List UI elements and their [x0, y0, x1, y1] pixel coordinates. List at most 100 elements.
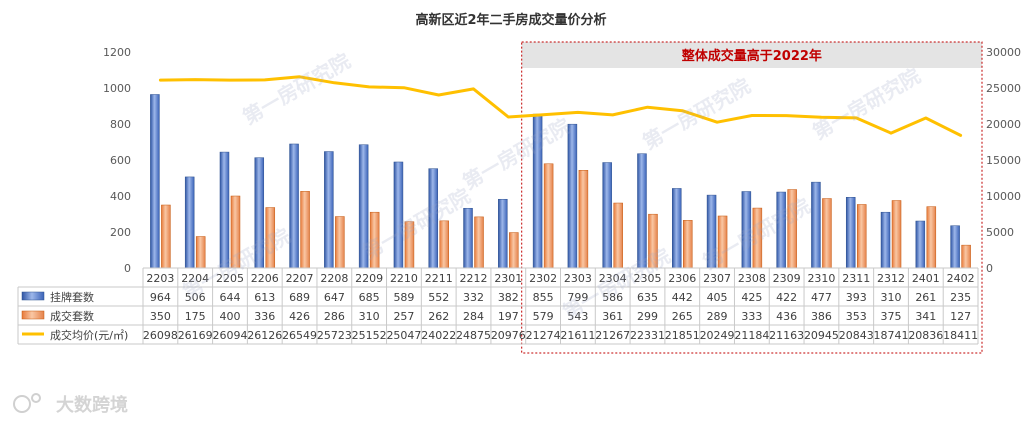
bar-listed-2306 — [672, 188, 682, 269]
bar-listed-2203 — [150, 94, 160, 269]
cell-2-2205: 26094 — [212, 329, 247, 342]
legend-key-1 — [21, 310, 45, 320]
cell-0-2309: 422 — [776, 291, 797, 304]
price-line — [158, 75, 963, 137]
bar-sold-2301 — [509, 232, 519, 269]
cell-2-2209: 25152 — [352, 329, 387, 342]
x-tick-2401: 2401 — [912, 272, 940, 285]
bar-sold-2303 — [578, 170, 589, 269]
cell-1-2210: 257 — [393, 310, 414, 323]
bar-listed-2303 — [567, 123, 578, 269]
x-tick-2304: 2304 — [599, 272, 627, 285]
cell-0-2304: 586 — [602, 291, 623, 304]
annotation-group: 整体成交量高于2022年 — [521, 41, 983, 354]
y-left-tick-800: 800 — [110, 118, 131, 131]
cell-0-2301: 382 — [498, 291, 519, 304]
cell-1-2301: 197 — [498, 310, 519, 323]
legend-label-0: 挂牌套数 — [50, 290, 94, 304]
cell-2-2308: 21184 — [734, 329, 769, 342]
cell-2-2301: 20976 — [491, 329, 526, 342]
cell-0-2310: 477 — [811, 291, 832, 304]
cell-0-2401: 261 — [915, 291, 936, 304]
legend-label-2: 成交均价(元/㎡) — [50, 328, 128, 342]
x-tick-2208: 2208 — [320, 272, 348, 285]
bar-sold-2211 — [439, 220, 449, 269]
x-tick-2204: 2204 — [181, 272, 209, 285]
bar-listed-2305 — [637, 153, 647, 269]
watermark-1: 第一房研究院 — [459, 114, 575, 195]
chart-title: 高新区近2年二手房成交量价分析 — [415, 12, 606, 28]
brand-icon — [13, 395, 31, 413]
x-tick-2301: 2301 — [494, 272, 522, 285]
cell-0-2205: 644 — [219, 291, 240, 304]
bar-listed-2312 — [880, 211, 891, 269]
cell-1-2207: 426 — [289, 310, 310, 323]
cell-0-2212: 332 — [463, 291, 484, 304]
legend-label-1: 成交套数 — [50, 309, 94, 323]
cell-0-2302: 855 — [533, 291, 554, 304]
cell-1-2402: 127 — [950, 310, 971, 323]
cell-0-2209: 685 — [359, 291, 380, 304]
bar-listed-2207 — [289, 143, 299, 269]
cell-1-2304: 361 — [602, 310, 623, 323]
cell-2-2210: 25047 — [386, 329, 421, 342]
x-tick-2303: 2303 — [564, 272, 592, 285]
brand-logo: 大数跨境 — [13, 393, 128, 416]
bar-listed-2310 — [811, 181, 821, 269]
cell-1-2203: 350 — [150, 310, 171, 323]
cell-2-2307: 20249 — [700, 329, 735, 342]
x-tick-2207: 2207 — [286, 272, 314, 285]
cell-1-2312: 375 — [881, 310, 902, 323]
y-left-tick-1200: 1200 — [103, 46, 131, 59]
y-right-tick-20000: 20000 — [986, 118, 1021, 131]
y-right-tick-15000: 15000 — [986, 154, 1021, 167]
line-group — [158, 75, 963, 137]
cell-1-2307: 289 — [707, 310, 728, 323]
y-right-tick-5000: 5000 — [986, 226, 1014, 239]
x-tick-2312: 2312 — [877, 272, 905, 285]
x-tick-2310: 2310 — [807, 272, 835, 285]
annotation-label: 整体成交量高于2022年 — [681, 48, 822, 64]
bar-sold-2311 — [856, 204, 867, 269]
bar-listed-2205 — [219, 151, 230, 269]
cell-0-2307: 405 — [707, 291, 728, 304]
x-tick-2305: 2305 — [633, 272, 661, 285]
cell-0-2303: 799 — [567, 291, 588, 304]
cell-1-2306: 265 — [672, 310, 693, 323]
cell-0-2211: 552 — [428, 291, 449, 304]
bar-listed-2402 — [950, 225, 960, 269]
brand-text: 大数跨境 — [56, 394, 128, 416]
cell-2-2401: 20836 — [908, 329, 943, 342]
bar-sold-2401 — [926, 206, 937, 269]
bar-sold-2306 — [683, 220, 693, 269]
annotation-frame — [521, 41, 983, 354]
cell-1-2311: 353 — [846, 310, 867, 323]
watermark-0: 第一房研究院 — [239, 49, 355, 130]
bar-sold-2212 — [474, 216, 484, 269]
cell-2-2211: 24022 — [421, 329, 456, 342]
x-tick-2211: 2211 — [425, 272, 453, 285]
cell-2-2206: 26126 — [247, 329, 282, 342]
cell-2-2306: 21851 — [665, 329, 700, 342]
bar-listed-2210 — [393, 161, 404, 269]
x-tick-2308: 2308 — [738, 272, 766, 285]
cell-0-2312: 310 — [881, 291, 902, 304]
cell-0-2203: 964 — [150, 291, 171, 304]
cell-2-2303: 21611 — [560, 329, 595, 342]
x-tick-2311: 2311 — [842, 272, 870, 285]
y-right-tick-10000: 10000 — [986, 190, 1021, 203]
x-tick-2203: 2203 — [146, 272, 174, 285]
bar-sold-2204 — [195, 236, 206, 269]
x-tick-2402: 2402 — [947, 272, 975, 285]
x-tick-2209: 2209 — [355, 272, 383, 285]
cell-2-2212: 24875 — [456, 329, 491, 342]
cell-1-2401: 341 — [915, 310, 936, 323]
cell-2-2309: 21163 — [769, 329, 804, 342]
cell-0-2210: 589 — [393, 291, 414, 304]
bar-listed-2301 — [498, 198, 508, 269]
brand-icon-dot — [31, 393, 41, 403]
bar-sold-2310 — [822, 198, 832, 269]
cell-2-2203: 26098 — [143, 329, 178, 342]
bar-listed-2401 — [915, 220, 926, 269]
